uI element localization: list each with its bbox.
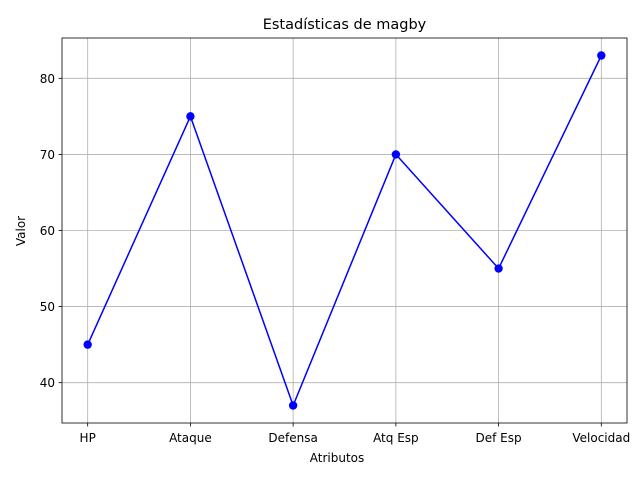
grid bbox=[62, 38, 627, 423]
data-point bbox=[83, 340, 92, 349]
y-tick-label: 50 bbox=[40, 300, 55, 314]
ticks: HP Ataque Defensa Atq Esp Def Esp Velocidad 40… bbox=[40, 72, 631, 445]
x-tick-label: Ataque bbox=[169, 431, 212, 445]
data-point bbox=[391, 150, 401, 159]
x-tick-label: Atq Esp bbox=[373, 431, 419, 445]
data-point bbox=[494, 264, 503, 273]
x-tick-label: Defensa bbox=[268, 431, 317, 445]
y-tick-label: 70 bbox=[40, 148, 55, 162]
chart-title: Estadísticas de magby bbox=[263, 17, 427, 33]
data-point bbox=[288, 401, 298, 410]
data-point bbox=[597, 51, 606, 60]
y-tick-label: 80 bbox=[40, 72, 55, 86]
x-tick-label: HP bbox=[80, 431, 96, 445]
series-layer bbox=[83, 51, 606, 410]
x-tick-label: Def Esp bbox=[476, 431, 522, 445]
data-point bbox=[186, 112, 195, 121]
series-line bbox=[86, 55, 602, 407]
x-axis-label: Atributos bbox=[310, 451, 365, 465]
y-tick-label: 60 bbox=[40, 224, 55, 238]
y-axis-label: Valor bbox=[14, 216, 28, 246]
x-tick-label: Velocidad bbox=[572, 431, 630, 445]
y-tick-label: 40 bbox=[40, 376, 55, 390]
